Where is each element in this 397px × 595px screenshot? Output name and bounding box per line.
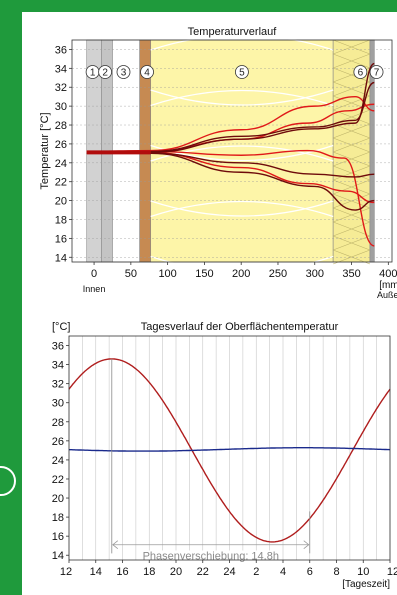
layer-6-hatch	[333, 151, 371, 167]
y-tick-label: 20	[52, 493, 64, 505]
layer-marker-label: 4	[144, 68, 150, 79]
surface-temperature-curve-1	[68, 358, 391, 543]
y-tick-label: 24	[55, 158, 67, 170]
layer-6-hatch	[333, 39, 371, 55]
layer-marker-label: 7	[374, 68, 380, 79]
phase-shift-label: Phasenverschiebung: 14.8h	[143, 550, 279, 562]
x-tick-label: 300	[306, 268, 324, 280]
layer-marker-3	[116, 65, 131, 79]
y-tick-label: 36	[55, 44, 67, 56]
daily-surface-temperature-chart: Phasenverschiebung: 14.8h141618202224262…	[52, 321, 397, 590]
y-axis-label: Temperatur [°C]	[39, 112, 51, 189]
layer-marker-6	[353, 65, 368, 79]
layer-marker-2	[98, 65, 113, 79]
layer-6-hatch	[333, 137, 371, 153]
y-tick-label: 16	[52, 531, 64, 543]
x-tick-label: 18	[143, 566, 155, 578]
y-tick-label: 26	[52, 436, 64, 448]
x-tick-label: 14	[90, 566, 102, 578]
x-tick-label: 50	[125, 268, 137, 280]
layer-marker-4	[140, 65, 154, 79]
layer-6-hatch	[333, 179, 371, 195]
plot-frame	[71, 39, 393, 263]
y-tick-label: 36	[52, 341, 64, 353]
y-tick-label: 14	[52, 550, 64, 562]
x-tick-label: 10	[357, 566, 369, 578]
x-tick-label: 400	[379, 268, 397, 280]
chart-title: Temperaturverlauf	[188, 26, 278, 38]
annotation-background	[144, 550, 277, 563]
layer-marker-7	[369, 65, 384, 79]
inner-side-label: Innen	[83, 284, 106, 294]
chart-title: Tagesverlauf der Oberflächentemperatur	[141, 321, 339, 333]
x-tick-label: 150	[195, 268, 213, 280]
x-tick-label: 20	[170, 566, 182, 578]
x-tick-label: 6	[307, 566, 313, 578]
y-tick-label: 24	[52, 455, 64, 467]
y-tick-label: 20	[55, 196, 67, 208]
x-tick-label: 2	[253, 566, 259, 578]
y-tick-label: 16	[55, 233, 67, 245]
surface-temperature-curve-2	[69, 447, 391, 452]
layer-marker-label: 6	[358, 68, 364, 79]
layer-6-hatch	[333, 235, 371, 251]
phase-shift-arrowheads	[112, 540, 310, 550]
y-tick-label: 22	[55, 177, 67, 189]
insulation-pattern	[150, 34, 334, 106]
x-tick-label: 16	[116, 566, 128, 578]
y-tick-label: 32	[55, 82, 67, 94]
x-tick-label: 12	[387, 566, 397, 578]
x-tick-label: 12	[60, 566, 72, 578]
y-tick-label: 28	[55, 120, 67, 132]
x-tick-label: 24	[223, 566, 235, 578]
x-tick-label: 200	[232, 268, 250, 280]
x-tick-label: 100	[158, 268, 176, 280]
y-tick-label: 30	[55, 101, 67, 113]
layer-6-hatch	[333, 165, 371, 181]
y-tick-label: 34	[52, 360, 64, 372]
y-tick-label: 32	[52, 379, 64, 391]
x-tick-label: 4	[280, 566, 286, 578]
x-axis-label: [Tageszeit]	[342, 579, 390, 590]
y-tick-label: 18	[55, 214, 67, 226]
y-tick-label: 18	[52, 512, 64, 524]
y-tick-label: 26	[55, 139, 67, 151]
insulation-pattern	[150, 200, 334, 273]
layer-marker-label: 5	[239, 68, 245, 79]
side-bar	[0, 0, 22, 595]
y-tick-label: 14	[55, 252, 67, 264]
layer-6-hatch	[333, 81, 371, 97]
layer-6-hatch	[333, 123, 371, 139]
header-bar	[0, 0, 397, 12]
y-tick-label: 28	[52, 417, 64, 429]
x-tick-label: 22	[197, 566, 209, 578]
x-tick-label: 0	[91, 268, 97, 280]
x-axis-unit-label: [mm]	[379, 280, 397, 291]
layer-marker-5	[235, 65, 249, 79]
layer-6-hatch	[333, 53, 371, 69]
y-tick-label: 22	[52, 474, 64, 486]
x-tick-label: 350	[342, 268, 360, 280]
layer-marker-label: 3	[121, 68, 127, 79]
layer-marker-label: 2	[102, 68, 108, 79]
x-tick-label: 8	[333, 566, 339, 578]
layer-marker-label: 1	[90, 68, 96, 79]
x-tick-label: 250	[269, 268, 287, 280]
y-tick-label: 34	[55, 63, 67, 75]
y-tick-label: 30	[52, 398, 64, 410]
outer-side-label: Außen	[377, 290, 397, 300]
layer-6-hatch	[333, 207, 371, 223]
y-axis-label: [°C]	[52, 321, 70, 333]
